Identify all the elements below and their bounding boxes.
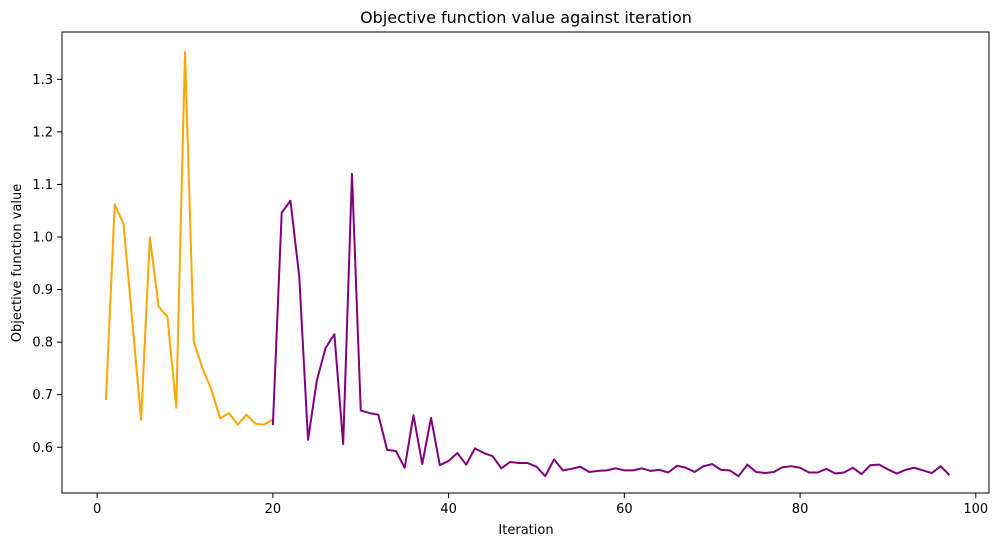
- x-tick-label: 60: [616, 502, 633, 517]
- x-tick-label: 80: [792, 502, 809, 517]
- y-axis-label: Objective function value: [10, 184, 25, 343]
- x-tick-label: 20: [265, 502, 282, 517]
- plot-area: [104, 50, 951, 478]
- y-tick-label: 0.8: [32, 336, 53, 351]
- series-orange-line: [104, 50, 274, 426]
- y-tick-label: 1.0: [32, 231, 53, 246]
- x-axis-label: Iteration: [498, 523, 553, 538]
- plot-frame: [61, 31, 990, 494]
- y-tick-label: 0.7: [32, 388, 53, 403]
- x-tick-label: 40: [440, 502, 457, 517]
- y-tick-label: 0.9: [32, 283, 53, 298]
- x-tick-label: 0: [93, 502, 101, 517]
- x-tick-label: 100: [963, 502, 988, 517]
- chart-title: Objective function value against iterati…: [360, 8, 692, 27]
- y-tick-label: 1.2: [32, 125, 53, 140]
- series-purple-line: [271, 172, 951, 478]
- x-axis-ticks: 0 20 40 60 80 100: [93, 493, 988, 517]
- y-tick-label: 0.6: [32, 441, 53, 456]
- y-axis-ticks: 0.6 0.7 0.8 0.9 1.0 1.1 1.2 1.3: [32, 73, 62, 456]
- y-tick-label: 1.3: [32, 73, 53, 88]
- y-tick-label: 1.1: [32, 178, 53, 193]
